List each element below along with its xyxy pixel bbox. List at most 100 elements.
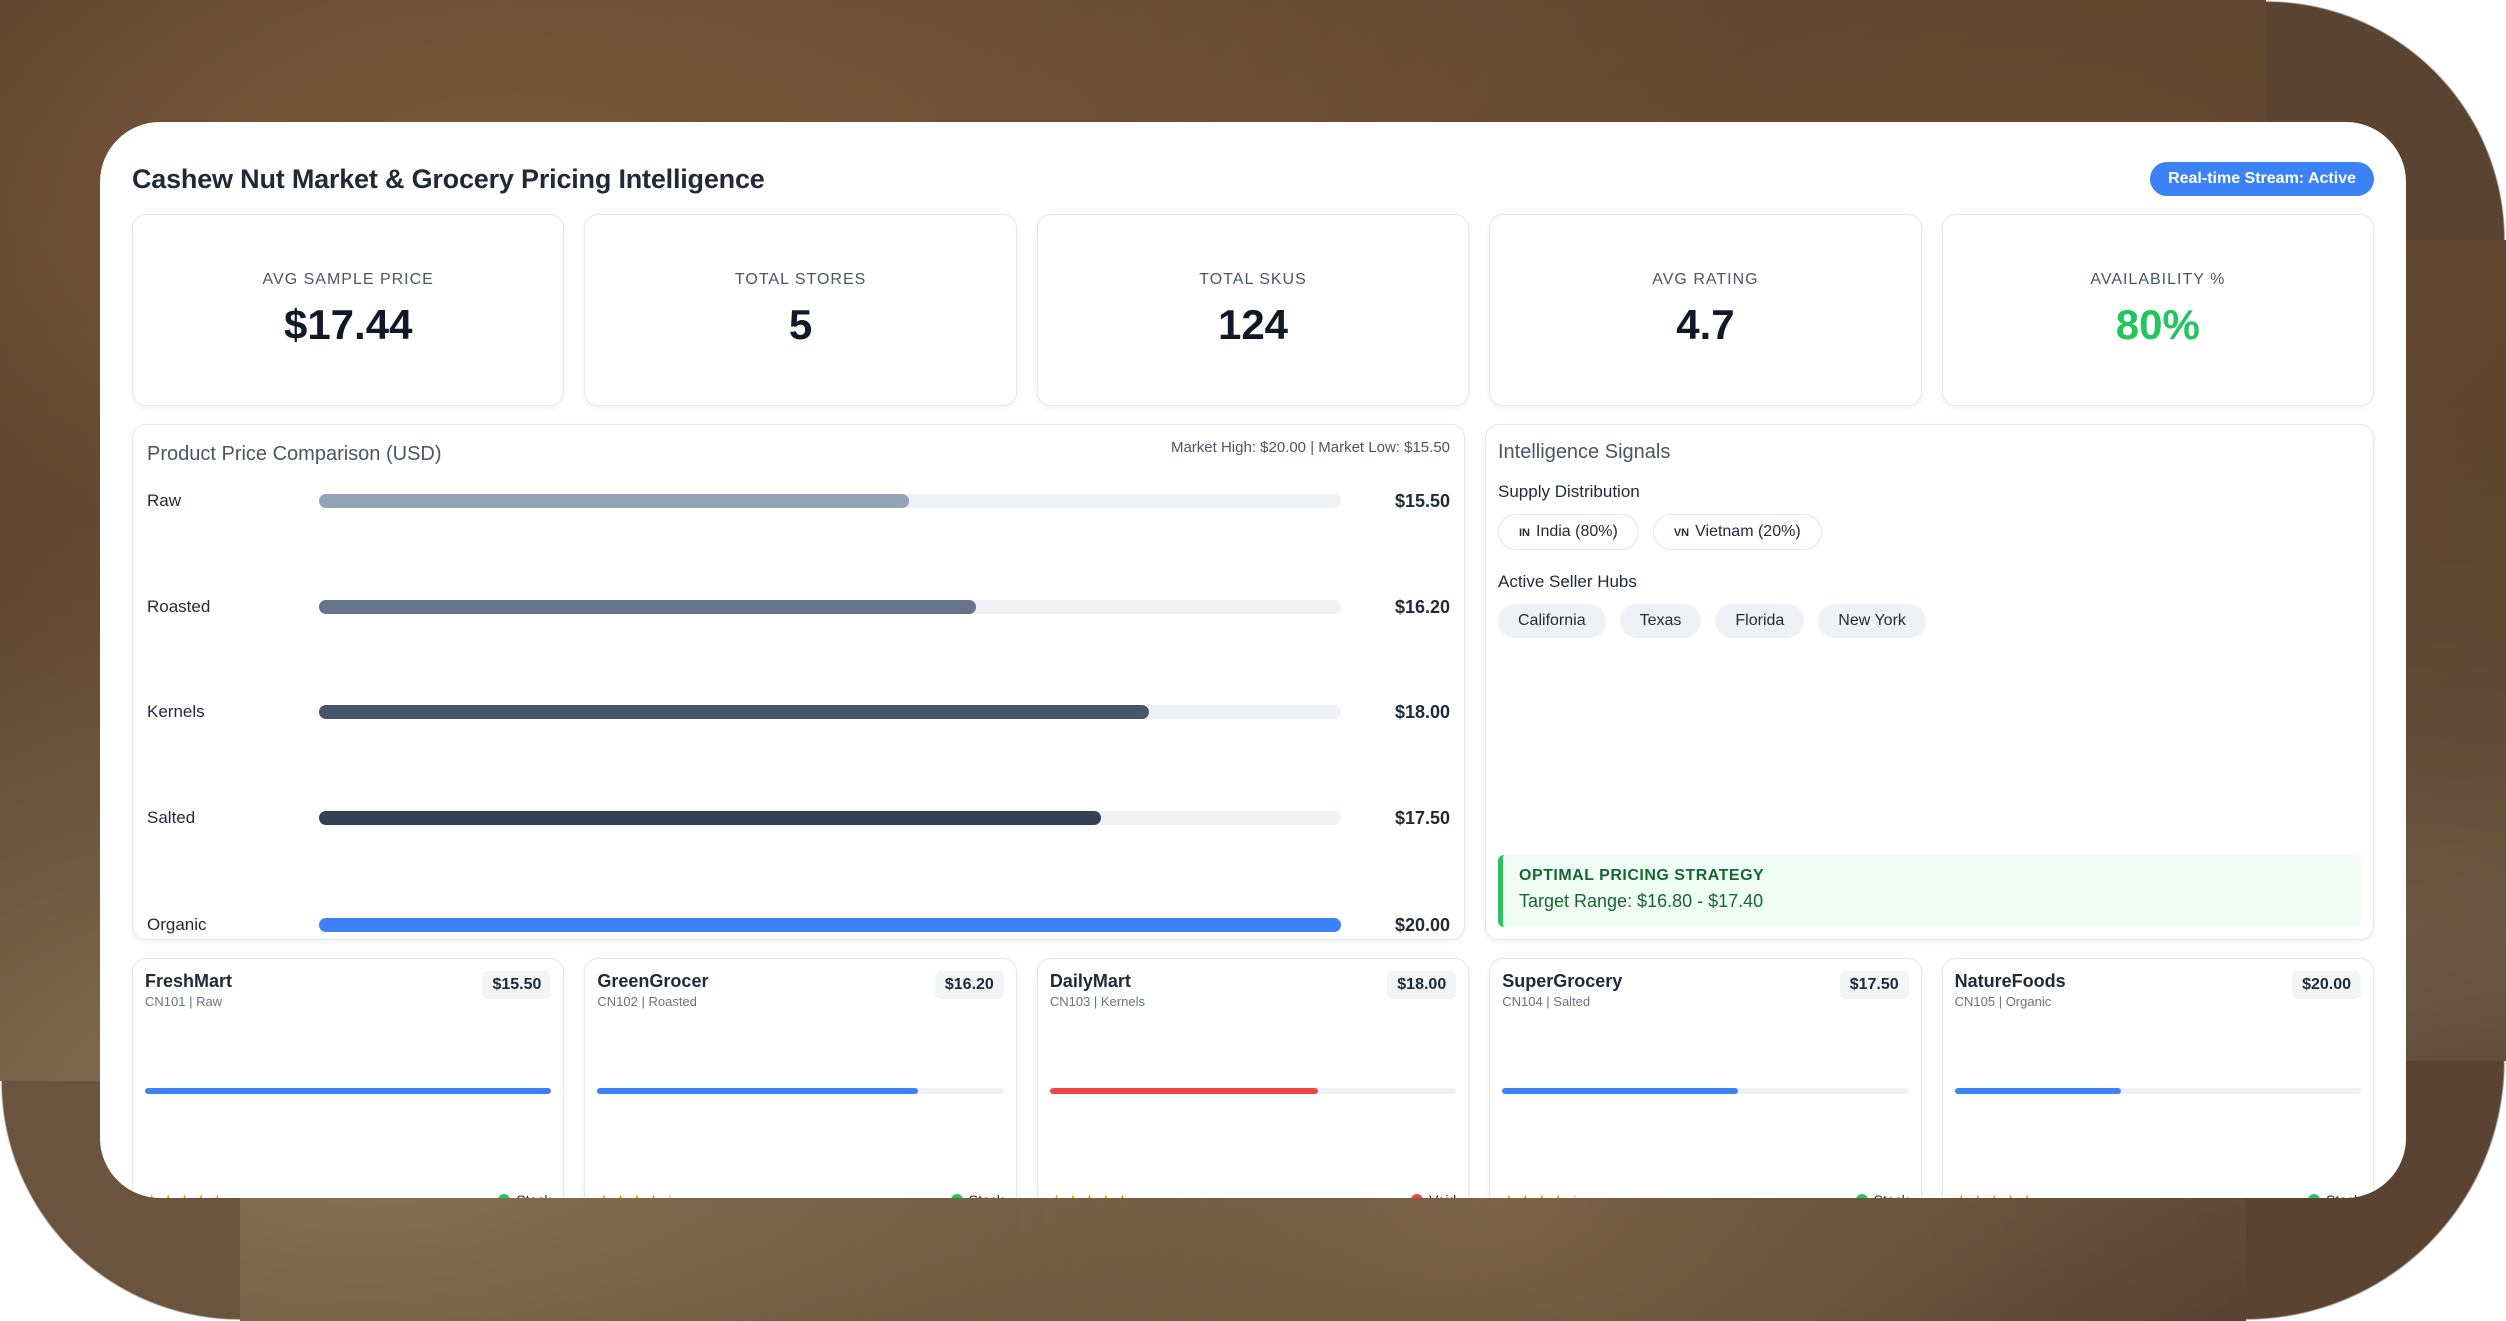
kpi-label: TOTAL STORES bbox=[734, 271, 867, 288]
bar-row: Roasted $16.20 bbox=[147, 594, 1450, 620]
kpi-value: 80% bbox=[2115, 301, 2200, 348]
pricing-strategy-box: OPTIMAL PRICING STRATEGY Target Range: $… bbox=[1498, 855, 2361, 927]
star-rating-icon: ★★★★★ bbox=[1050, 1191, 1132, 1198]
store-progress-track bbox=[1502, 1088, 1909, 1094]
status-dot-icon bbox=[1410, 1194, 1423, 1198]
stock-status: Stock bbox=[498, 1192, 551, 1198]
kpi-value: 5 bbox=[788, 301, 813, 348]
kpi-availability: AVAILABILITY % 80% bbox=[1941, 214, 2375, 406]
bar[interactable] bbox=[319, 705, 1150, 719]
status-dot-icon bbox=[498, 1194, 511, 1198]
bar-category-label: Organic bbox=[147, 915, 207, 934]
store-progress-fill bbox=[1502, 1088, 1738, 1094]
supply-chips: IN India (80%) VN Vietnam (20%) bbox=[1498, 514, 2361, 550]
kpi-label: AVG RATING bbox=[1652, 271, 1759, 288]
bar-track bbox=[319, 705, 1341, 719]
store-price: $15.50 bbox=[482, 971, 552, 999]
supply-chip-india[interactable]: IN India (80%) bbox=[1498, 514, 1639, 550]
bar[interactable] bbox=[319, 494, 910, 508]
store-progress-fill bbox=[1954, 1088, 2122, 1094]
bar-list: Raw $15.50 Roasted $16.20 Kernels $18.00 Salte… bbox=[147, 466, 1450, 936]
india-flag-icon: IN bbox=[1519, 527, 1530, 539]
store-name: FreshMart bbox=[145, 971, 233, 991]
bar-track bbox=[319, 494, 1341, 508]
store-name: GreenGrocer bbox=[597, 971, 709, 991]
supply-chip-label: India (80%) bbox=[1536, 523, 1618, 540]
store-sku-meta: CN104 | Salted bbox=[1502, 994, 1591, 1009]
page-title: Cashew Nut Market & Grocery Pricing Inte… bbox=[132, 163, 765, 194]
store-card[interactable]: NatureFoods CN105 | Organic $20.00 ★★★★★ Sto… bbox=[1941, 958, 2375, 1198]
hub-chip-texas[interactable]: Texas bbox=[1619, 604, 1702, 638]
seller-hubs-label: Active Seller Hubs bbox=[1498, 572, 1637, 591]
dashboard-header: Cashew Nut Market & Grocery Pricing Inte… bbox=[132, 156, 2374, 202]
store-sku-meta: CN101 | Raw bbox=[145, 994, 223, 1009]
bar-track bbox=[319, 918, 1341, 932]
chart-subtitle: Market High: $20.00 | Market Low: $15.50 bbox=[1170, 439, 1450, 456]
stock-status: Stock bbox=[950, 1192, 1004, 1198]
chart-title: Product Price Comparison (USD) bbox=[147, 443, 442, 465]
dashboard-panel: Cashew Nut Market & Grocery Pricing Inte… bbox=[100, 122, 2406, 1198]
store-progress-track bbox=[1954, 1088, 2362, 1094]
star-rating-icon: ★★★★☆ bbox=[1502, 1191, 1584, 1198]
middle-row: Product Price Comparison (USD) Market Hi… bbox=[132, 424, 2374, 940]
star-rating-icon: ★★★★☆ bbox=[597, 1191, 679, 1198]
signals-title: Intelligence Signals bbox=[1498, 441, 1671, 463]
store-price: $20.00 bbox=[2292, 971, 2362, 999]
bar-value-label: $16.20 bbox=[1394, 596, 1450, 617]
bar[interactable] bbox=[319, 811, 1102, 825]
store-progress-track bbox=[145, 1088, 552, 1094]
kpi-label: TOTAL SKUS bbox=[1199, 271, 1307, 288]
hub-chip-florida[interactable]: Florida bbox=[1715, 604, 1805, 638]
stream-status-badge[interactable]: Real-time Stream: Active bbox=[2150, 162, 2374, 196]
store-card[interactable]: GreenGrocer CN102 | Roasted $16.20 ★★★★☆ Sto… bbox=[584, 958, 1017, 1198]
store-price: $16.20 bbox=[934, 971, 1004, 999]
bar-category-label: Kernels bbox=[147, 702, 205, 721]
bar-value-label: $15.50 bbox=[1394, 490, 1450, 511]
supply-chip-label: Vietnam (20%) bbox=[1695, 523, 1801, 540]
store-progress-track bbox=[597, 1088, 1004, 1094]
bar[interactable] bbox=[319, 600, 977, 614]
bar-category-label: Raw bbox=[147, 491, 182, 510]
strategy-range: Target Range: $16.80 - $17.40 bbox=[1519, 891, 1764, 911]
stock-status-label: Stock bbox=[2326, 1192, 2361, 1198]
vietnam-flag-icon: VN bbox=[1673, 527, 1690, 539]
stock-status: Stock bbox=[1855, 1192, 1909, 1198]
status-dot-icon bbox=[1855, 1194, 1868, 1198]
kpi-label: AVG SAMPLE PRICE bbox=[262, 271, 434, 288]
store-name: NatureFoods bbox=[1954, 971, 2066, 991]
kpi-total-skus: TOTAL SKUS 124 bbox=[1036, 214, 1470, 406]
kpi-value: 4.7 bbox=[1676, 301, 1735, 348]
store-name: DailyMart bbox=[1049, 971, 1131, 991]
bar[interactable] bbox=[319, 918, 1341, 932]
bar-category-label: Roasted bbox=[147, 597, 211, 616]
price-comparison-chart: Product Price Comparison (USD) Market Hi… bbox=[132, 424, 1465, 940]
kpi-avg-rating: AVG RATING 4.7 bbox=[1489, 214, 1922, 406]
store-price: $18.00 bbox=[1387, 971, 1457, 999]
bar-track bbox=[319, 600, 1341, 614]
bar-row: Raw $15.50 bbox=[147, 488, 1450, 514]
supply-distribution-label: Supply Distribution bbox=[1498, 482, 1640, 501]
status-dot-icon bbox=[2308, 1194, 2321, 1198]
store-progress-fill bbox=[597, 1088, 919, 1094]
store-progress-fill bbox=[1049, 1088, 1319, 1094]
kpi-value: $17.44 bbox=[283, 301, 413, 348]
store-card[interactable]: FreshMart CN101 | Raw $15.50 ★★★★★ Stock bbox=[132, 958, 565, 1198]
store-sku-meta: CN105 | Organic bbox=[1954, 994, 2052, 1009]
stock-status-label: Void bbox=[1429, 1192, 1456, 1198]
store-sku-meta: CN102 | Roasted bbox=[597, 994, 697, 1009]
hub-chip-new-york[interactable]: New York bbox=[1818, 604, 1926, 638]
hub-chip-california[interactable]: California bbox=[1498, 604, 1606, 638]
store-card[interactable]: SuperGrocery CN104 | Salted $17.50 ★★★★☆ Sto… bbox=[1489, 958, 1922, 1198]
stock-status: Void bbox=[1410, 1192, 1456, 1198]
stock-status-label: Stock bbox=[1874, 1192, 1909, 1198]
bar-row: Organic $20.00 bbox=[147, 912, 1450, 938]
supply-chip-vietnam[interactable]: VN Vietnam (20%) bbox=[1652, 514, 1822, 550]
store-progress-track bbox=[1049, 1088, 1457, 1094]
hub-chips: California Texas Florida New York bbox=[1498, 604, 2361, 638]
strategy-title: OPTIMAL PRICING STRATEGY bbox=[1519, 867, 1765, 884]
bar-row: Salted $17.50 bbox=[147, 805, 1450, 831]
store-card[interactable]: DailyMart CN103 | Kernels $18.00 ★★★★★ Void bbox=[1036, 958, 1470, 1198]
stock-status-label: Stock bbox=[516, 1192, 551, 1198]
stock-status-label: Stock bbox=[969, 1192, 1004, 1198]
